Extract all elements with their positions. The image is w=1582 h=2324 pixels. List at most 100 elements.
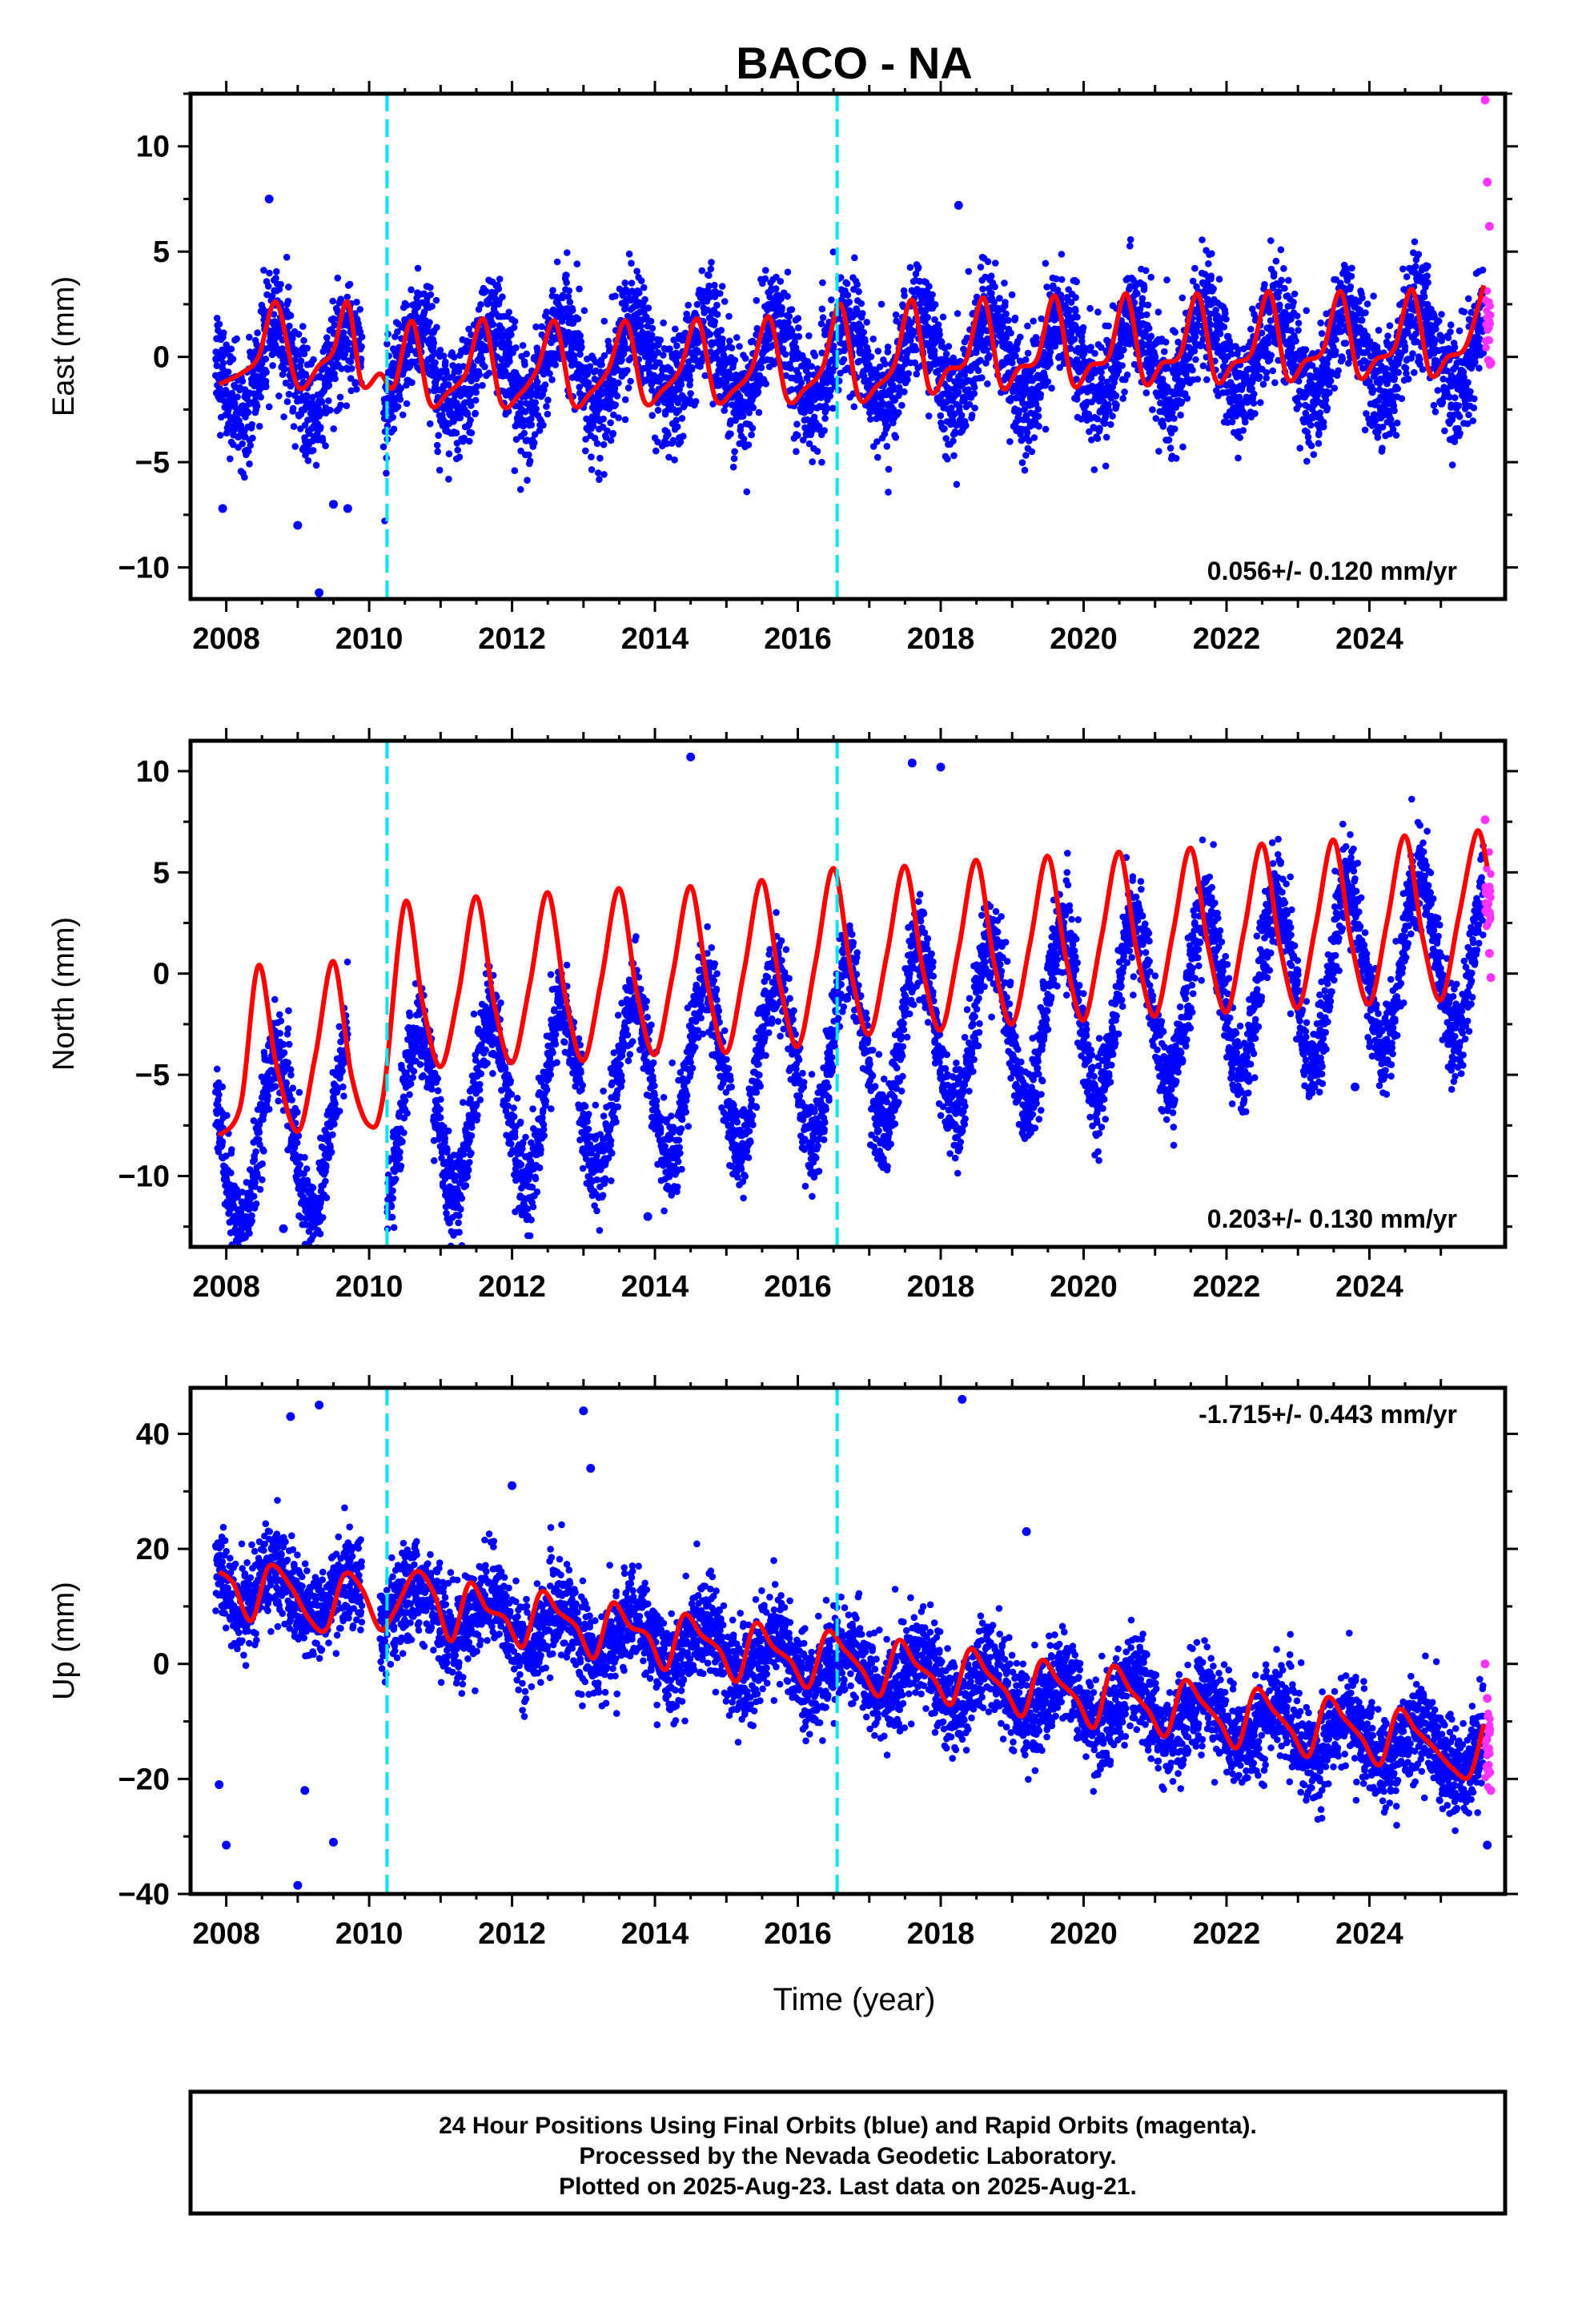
final-orbit-point: [345, 339, 353, 347]
final-orbit-point: [330, 425, 338, 432]
final-orbit-point: [591, 434, 599, 442]
final-orbit-point: [1090, 466, 1098, 473]
final-orbit-point: [1304, 433, 1312, 440]
final-orbit-point: [805, 332, 813, 340]
final-orbit-point: [1102, 412, 1110, 420]
final-orbit-point: [1285, 276, 1292, 284]
final-orbit-point: [1072, 294, 1079, 301]
final-orbit-point: [678, 415, 686, 422]
final-orbit-point: [671, 456, 678, 464]
final-orbit-point: [451, 353, 458, 361]
final-orbit-point: [1249, 305, 1256, 313]
final-orbit-point: [427, 283, 434, 292]
final-orbit-point: [234, 393, 241, 401]
final-orbit-point: [1272, 257, 1280, 265]
final-orbit-point: [1134, 290, 1141, 298]
final-orbit-point: [600, 471, 608, 478]
final-orbit-point: [472, 388, 480, 396]
final-orbit-point: [743, 488, 751, 496]
final-orbit-point: [692, 398, 700, 405]
final-orbit-point: [666, 345, 673, 352]
final-orbit-point: [707, 265, 715, 273]
final-orbit-point: [1151, 353, 1159, 361]
final-orbit-point: [1161, 348, 1168, 356]
final-orbit-point: [1251, 390, 1258, 398]
final-orbit-point: [309, 447, 317, 454]
final-orbit-point: [859, 310, 866, 317]
final-orbit-point: [1251, 410, 1259, 417]
final-orbit-point: [399, 411, 407, 419]
final-orbit-point: [680, 432, 687, 440]
final-orbit-point: [1259, 380, 1267, 388]
final-orbit-point: [864, 348, 872, 355]
final-orbit-point: [1012, 352, 1019, 360]
final-orbit-point: [1191, 333, 1199, 341]
final-orbit-point: [911, 359, 919, 367]
final-orbit-point: [604, 427, 611, 435]
final-orbit-point: [1147, 332, 1155, 340]
final-orbit-point: [329, 297, 337, 305]
final-orbit-point: [837, 274, 845, 281]
final-orbit-point: [227, 345, 235, 353]
final-orbit-point: [531, 431, 539, 438]
final-orbit-point: [220, 329, 227, 337]
final-orbit-point: [414, 264, 422, 272]
final-orbit-point: [482, 287, 490, 295]
final-orbit-point: [404, 351, 411, 359]
final-orbit-point: [686, 376, 694, 384]
final-orbit-point: [343, 402, 351, 410]
final-orbit-point: [1210, 285, 1217, 292]
final-orbit-point: [821, 415, 829, 422]
final-orbit-point: [946, 385, 953, 392]
final-orbit-point: [641, 296, 648, 304]
final-orbit-point: [731, 356, 739, 364]
final-orbit-point: [851, 254, 858, 262]
final-orbit-point: [217, 432, 224, 439]
final-orbit-point: [300, 336, 307, 344]
final-orbit-point: [1213, 387, 1220, 395]
final-orbit-point: [637, 277, 645, 285]
final-orbit-point: [580, 307, 588, 315]
final-orbit-point: [970, 390, 978, 397]
final-orbit-point: [582, 447, 589, 455]
final-orbit-point: [612, 292, 619, 300]
final-orbit-point: [229, 440, 237, 448]
final-orbit-point: [396, 396, 404, 404]
final-orbit-point: [1235, 393, 1243, 401]
final-orbit-point: [478, 356, 486, 363]
final-orbit-point: [811, 352, 819, 360]
final-orbit-point: [1121, 388, 1128, 396]
final-orbit-point: [736, 440, 743, 448]
final-orbit-point: [588, 453, 595, 460]
final-orbit-point: [1319, 380, 1327, 388]
final-orbit-point: [353, 385, 360, 393]
final-orbit-point: [1203, 376, 1211, 384]
final-orbit-point: [284, 297, 292, 305]
final-orbit-point: [1171, 328, 1178, 336]
final-orbit-point: [817, 320, 825, 328]
final-orbit-point: [1263, 368, 1271, 376]
final-orbit-point: [672, 325, 679, 333]
final-orbit-point: [1022, 356, 1030, 364]
final-orbit-point: [600, 317, 608, 325]
final-orbit-point: [1191, 348, 1199, 355]
final-orbit-point: [323, 365, 330, 373]
final-orbit-point: [745, 441, 753, 448]
final-orbit-point: [613, 392, 621, 400]
final-orbit-point: [322, 442, 329, 449]
final-orbit-point: [576, 351, 584, 358]
final-orbit-point: [648, 324, 656, 332]
final-orbit-point: [611, 384, 619, 392]
final-orbit-point: [1326, 389, 1333, 396]
final-orbit-point: [337, 401, 344, 409]
final-orbit-point: [873, 438, 881, 445]
final-orbit-point: [1278, 276, 1285, 284]
final-orbit-point: [351, 379, 359, 386]
final-orbit-point: [1170, 425, 1178, 432]
final-orbit-point: [781, 351, 789, 358]
final-orbit-point: [383, 340, 391, 348]
final-orbit-point: [219, 360, 227, 367]
final-orbit-point: [681, 400, 689, 408]
final-orbit-point: [818, 458, 825, 466]
final-orbit-point: [1112, 392, 1120, 400]
